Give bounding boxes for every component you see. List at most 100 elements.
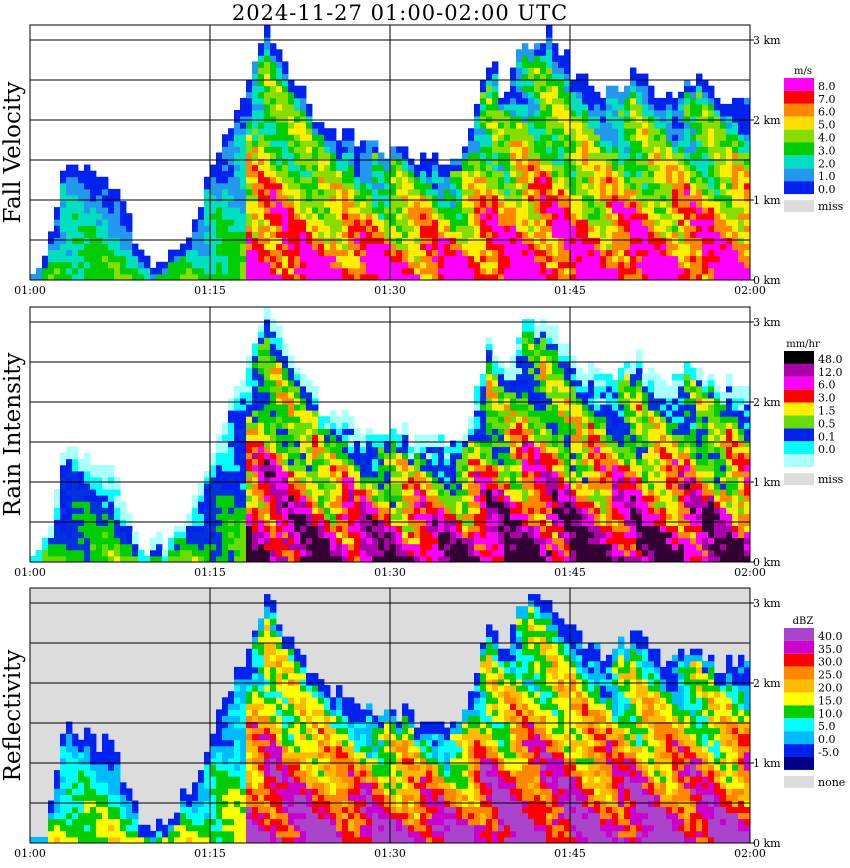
echo-cell — [618, 237, 625, 244]
echo-cell — [210, 507, 217, 514]
echo-cell — [60, 237, 67, 244]
echo-cell — [414, 483, 421, 490]
echo-cell — [516, 188, 523, 196]
echo-cell — [504, 231, 511, 238]
echo-cell — [306, 207, 313, 214]
echo-cell — [306, 525, 313, 533]
echo-cell — [252, 146, 259, 153]
echo-cell — [282, 61, 289, 68]
echo-cell — [276, 337, 283, 344]
echo-cell — [630, 79, 637, 87]
echo-cell — [78, 231, 85, 238]
echo-cell — [282, 164, 289, 172]
echo-cell — [60, 489, 67, 496]
echo-cell — [180, 261, 187, 269]
echo-cell — [348, 158, 355, 166]
echo-cell — [258, 61, 265, 68]
echo-cell — [612, 207, 619, 214]
echo-cell — [498, 273, 505, 281]
echo-cell — [456, 555, 463, 563]
echo-cell — [498, 116, 505, 123]
echo-cell — [546, 385, 553, 393]
echo-cell — [606, 207, 613, 214]
echo-cell — [504, 140, 511, 147]
echo-cell — [144, 555, 151, 563]
echo-cell — [636, 249, 643, 257]
echo-cell — [294, 422, 301, 429]
echo-cell — [474, 188, 481, 196]
echo-cell — [342, 555, 349, 563]
echo-cell — [54, 543, 61, 551]
echo-cell — [276, 428, 283, 435]
echo-cell — [288, 237, 295, 244]
echo-cell — [534, 325, 541, 332]
echo-cell — [498, 410, 505, 417]
echo-cell — [420, 249, 427, 257]
echo-cell — [408, 477, 415, 484]
echo-cell — [324, 176, 331, 184]
echo-cell — [294, 140, 301, 147]
echo-cell — [72, 549, 79, 557]
echo-cell — [588, 110, 595, 117]
echo-cell — [600, 188, 607, 196]
echo-cell — [288, 470, 295, 478]
echo-cell — [378, 207, 385, 214]
echo-cell — [468, 452, 475, 460]
echo-cell — [654, 140, 661, 147]
echo-cell — [342, 249, 349, 257]
echo-cell — [540, 67, 547, 74]
echo-cell — [714, 219, 721, 226]
echo-cell — [528, 55, 535, 62]
echo-cell — [618, 91, 625, 99]
echo-cell — [396, 440, 403, 448]
echo-cell — [534, 422, 541, 429]
echo-cell — [252, 549, 259, 557]
echo-cell — [306, 103, 313, 111]
echo-cell — [276, 343, 283, 350]
echo-cell — [552, 55, 559, 62]
echo-cell — [300, 261, 307, 269]
echo-cell — [618, 158, 625, 166]
echo-cell — [720, 267, 727, 275]
echo-cell — [282, 225, 289, 232]
echo-cell — [48, 243, 55, 251]
echo-cell — [96, 267, 103, 275]
echo-cell — [336, 470, 343, 478]
echo-cell — [252, 361, 259, 369]
echo-cell — [270, 158, 277, 166]
echo-cell — [114, 513, 121, 520]
echo-cell — [540, 367, 547, 375]
echo-cell — [486, 349, 493, 356]
echo-cell — [408, 201, 415, 208]
echo-cell — [594, 201, 601, 208]
echo-cell — [672, 207, 679, 214]
echo-cell — [276, 243, 283, 251]
echo-cell — [744, 182, 751, 190]
echo-cell — [246, 110, 253, 117]
echo-cell — [624, 182, 631, 190]
echo-cell — [264, 31, 271, 38]
echo-cell — [306, 495, 313, 502]
echo-cell — [612, 103, 619, 111]
echo-cell — [312, 267, 319, 275]
echo-cell — [474, 543, 481, 551]
echo-cell — [300, 543, 307, 551]
echo-cell — [426, 543, 433, 551]
echo-cell — [468, 231, 475, 238]
echo-cell — [318, 555, 325, 563]
echo-cell — [282, 103, 289, 111]
echo-cell — [660, 273, 667, 281]
echo-cell — [402, 195, 409, 202]
echo-cell — [78, 273, 85, 281]
echo-cell — [78, 549, 85, 557]
echo-cell — [354, 158, 361, 166]
echo-cell — [306, 219, 313, 226]
echo-cell — [288, 543, 295, 551]
echo-cell — [402, 182, 409, 190]
echo-cell — [696, 255, 703, 263]
echo-cell — [708, 237, 715, 244]
echo-cell — [450, 261, 457, 269]
echo-cell — [114, 549, 121, 557]
echo-cell — [312, 464, 319, 472]
echo-cell — [240, 164, 247, 172]
